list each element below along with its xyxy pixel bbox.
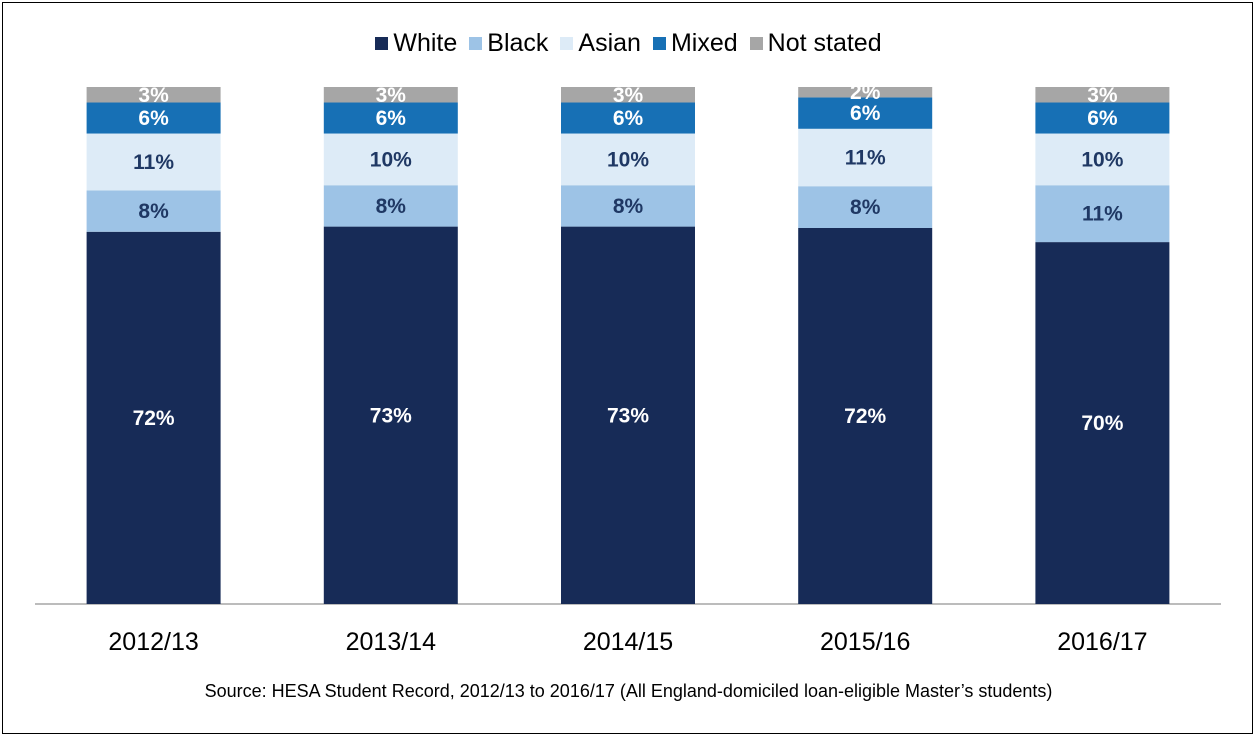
- data-label-asian-2014-15: 10%: [607, 148, 649, 171]
- data-label-white-2013-14: 73%: [370, 404, 412, 427]
- legend-label-black: Black: [487, 29, 549, 57]
- legend-swatch-not-stated: [749, 37, 763, 50]
- data-label-not-stated-2014-15: 3%: [613, 84, 644, 107]
- data-label-mixed-2012-13: 6%: [138, 107, 169, 130]
- bar-white-2013-14: [323, 226, 458, 604]
- data-label-mixed-2014-15: 6%: [613, 107, 644, 130]
- bar-not-stated-2015-16: [798, 87, 933, 98]
- legend-item-mixed: Mixed: [652, 29, 738, 58]
- chart-source-note: Source: HESA Student Record, 2012/13 to …: [204, 681, 1053, 701]
- stacked-bar-chart: 72%8%11%6%3%2012/1373%8%10%6%3%2013/1473…: [35, 81, 1221, 656]
- data-label-asian-2016-17: 10%: [1081, 148, 1123, 171]
- legend-item-white: White: [375, 29, 457, 58]
- bar-mixed-2015-16: [798, 97, 933, 129]
- bar-not-stated-2014-15: [561, 87, 695, 103]
- bar-black-2015-16: [798, 186, 933, 228]
- data-label-mixed-2016-17: 6%: [1087, 107, 1118, 130]
- legend-label-mixed: Mixed: [670, 29, 738, 57]
- data-label-white-2015-16: 72%: [844, 405, 886, 428]
- legend-swatch-asian: [560, 37, 574, 50]
- data-label-not-stated-2013-14: 3%: [376, 84, 407, 107]
- data-label-mixed-2013-14: 6%: [376, 107, 407, 130]
- data-label-black-2016-17: 11%: [1082, 203, 1123, 226]
- bar-not-stated-2016-17: [1035, 87, 1170, 103]
- data-label-black-2013-14: 8%: [376, 195, 407, 218]
- legend-item-black: Black: [469, 29, 548, 58]
- bar-black-2016-17: [1035, 185, 1170, 243]
- data-label-not-stated-2012-13: 3%: [138, 84, 169, 107]
- legend-swatch-mixed: [652, 37, 666, 50]
- x-tick-label-2013-14: 2013/14: [346, 628, 436, 656]
- data-label-white-2012-13: 72%: [133, 407, 175, 430]
- bar-black-2014-15: [561, 185, 695, 227]
- x-tick-label-2012-13: 2012/13: [108, 628, 198, 656]
- bar-black-2012-13: [86, 190, 221, 232]
- data-label-mixed-2015-16: 6%: [850, 102, 881, 125]
- data-label-black-2015-16: 8%: [850, 196, 881, 219]
- bar-white-2014-15: [561, 226, 695, 604]
- bar-white-2015-16: [798, 228, 933, 604]
- bar-asian-2013-14: [323, 133, 458, 186]
- x-tick-label-2014-15: 2014/15: [583, 628, 673, 656]
- data-label-white-2014-15: 73%: [607, 404, 649, 427]
- bar-white-2016-17: [1035, 242, 1170, 604]
- x-tick-label-2015-16: 2015/16: [820, 628, 910, 656]
- legend-label-asian: Asian: [578, 29, 641, 57]
- bar-mixed-2012-13: [86, 102, 221, 134]
- legend-item-not-stated: Not stated: [749, 29, 882, 58]
- legend-label-white: White: [393, 29, 458, 57]
- data-label-white-2016-17: 70%: [1081, 412, 1123, 435]
- chart-legend: White Black Asian Mixed Not stated: [3, 29, 1254, 58]
- data-label-black-2012-13: 8%: [138, 200, 169, 223]
- bar-not-stated-2013-14: [323, 87, 458, 103]
- data-label-black-2014-15: 8%: [613, 195, 644, 218]
- legend-swatch-black: [469, 37, 483, 50]
- data-label-asian-2013-14: 10%: [370, 148, 412, 171]
- data-label-not-stated-2016-17: 3%: [1087, 84, 1118, 107]
- bar-asian-2016-17: [1035, 133, 1170, 186]
- legend-label-not-stated: Not stated: [767, 29, 882, 57]
- bar-black-2013-14: [323, 185, 458, 227]
- bar-white-2012-13: [86, 231, 221, 604]
- bar-asian-2014-15: [561, 133, 695, 186]
- bar-asian-2015-16: [798, 128, 933, 187]
- data-label-asian-2012-13: 11%: [133, 151, 174, 174]
- bar-mixed-2016-17: [1035, 102, 1170, 134]
- data-label-asian-2015-16: 11%: [845, 147, 886, 170]
- x-tick-label-2016-17: 2016/17: [1057, 628, 1147, 656]
- bar-not-stated-2012-13: [86, 87, 221, 103]
- bar-mixed-2014-15: [561, 102, 695, 134]
- legend-swatch-white: [375, 37, 389, 50]
- bar-asian-2012-13: [86, 133, 221, 191]
- data-label-not-stated-2015-16: 2%: [850, 81, 881, 104]
- bar-mixed-2013-14: [323, 102, 458, 134]
- legend-item-asian: Asian: [560, 29, 641, 58]
